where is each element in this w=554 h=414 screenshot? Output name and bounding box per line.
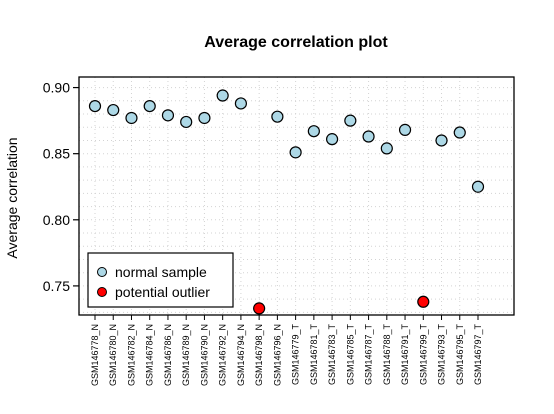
x-tick-label: GSM146786_N	[163, 324, 173, 386]
x-tick-label: GSM146793_T	[437, 324, 447, 386]
data-point-normal-sample	[289, 146, 302, 159]
data-point-normal-sample	[198, 111, 211, 125]
plot-frame	[78, 76, 515, 316]
y-tick-label: 0.75	[43, 278, 70, 294]
x-tick-label: GSM146778_N	[90, 324, 100, 386]
x-tick-label: GSM146791_T	[400, 324, 410, 386]
data-point-normal-sample	[161, 109, 175, 122]
x-tick-label: GSM146799_T	[418, 324, 428, 386]
y-tick-label: 0.85	[43, 146, 70, 162]
legend-label: potential outlier	[115, 284, 210, 300]
data-point-normal-sample	[453, 126, 466, 139]
legend-marker	[97, 287, 107, 297]
legend-box	[87, 252, 234, 308]
data-point-normal-sample	[216, 89, 229, 102]
x-tick-label: GSM146788_T	[382, 324, 392, 386]
x-tick-label: GSM146794_N	[236, 324, 246, 386]
data-point-normal-sample	[271, 110, 284, 123]
x-tick-label: GSM146795_T	[455, 324, 465, 386]
data-point-normal-sample	[325, 133, 339, 146]
x-tick-label: GSM146789_N	[181, 324, 191, 386]
x-tick-label: GSM146796_N	[272, 324, 282, 386]
axes: 0.75 0.80 0.85 0.90 GSM146778_N GSM146780_N GS…	[43, 80, 483, 386]
x-tick-label: GSM146781_T	[309, 324, 319, 386]
data-point-normal-sample	[125, 111, 138, 125]
data-point-potential-outlier	[417, 295, 430, 308]
x-tick-label: GSM146798_N	[254, 324, 264, 386]
x-tick-label: GSM146792_N	[218, 324, 228, 386]
data-point-potential-outlier	[253, 302, 266, 315]
data-point-normal-sample	[398, 123, 412, 136]
x-tick-label: GSM146784_N	[145, 324, 155, 386]
data-point-normal-sample	[307, 125, 320, 138]
x-tick-label: GSM146790_N	[199, 324, 209, 386]
x-tick-label: GSM146787_T	[364, 324, 374, 386]
data-point-normal-sample	[435, 134, 448, 147]
x-tick-label: GSM146782_N	[126, 324, 136, 386]
y-axis-label: Average correlation	[4, 137, 20, 258]
chart-title: Average correlation plot	[204, 34, 388, 51]
legend-marker	[97, 267, 107, 277]
x-tick-label: GSM146783_T	[327, 324, 337, 386]
data-points	[88, 89, 485, 315]
data-point-normal-sample	[362, 130, 375, 143]
x-tick-label: GSM146780_N	[108, 324, 118, 386]
data-point-normal-sample	[471, 180, 485, 193]
y-tick-label: 0.90	[43, 80, 70, 96]
legend: normal sample potential outlier	[87, 252, 234, 308]
data-point-normal-sample	[88, 99, 102, 113]
data-point-normal-sample	[107, 103, 120, 117]
data-point-normal-sample	[380, 142, 393, 155]
x-tick-label: GSM146785_T	[345, 324, 355, 386]
data-point-normal-sample	[234, 97, 248, 110]
x-tick-label: GSM146797_T	[473, 324, 483, 386]
legend-label: normal sample	[115, 264, 207, 280]
data-point-normal-sample	[344, 114, 357, 127]
data-point-normal-sample	[143, 99, 156, 113]
x-tick-label: GSM146779_T	[291, 324, 301, 386]
data-point-normal-sample	[180, 115, 193, 129]
y-tick-label: 0.80	[43, 212, 70, 228]
